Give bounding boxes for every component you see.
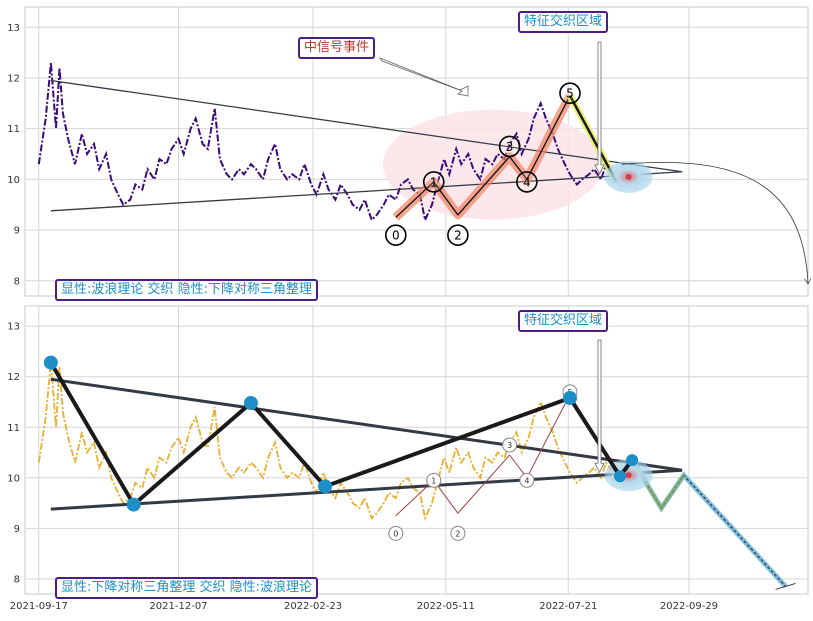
target-dot-icon [625,173,632,180]
wave-point-icon [498,135,521,158]
wave-point-icon [450,525,466,541]
forecast-curve [621,161,808,283]
region-arrow-icon [594,339,605,474]
y-tick-label: 13 [7,23,20,34]
triangle-lower-line [50,468,683,511]
y-tick-label: 8 [14,276,20,287]
wave5-leg [568,95,618,183]
wave-label: 5 [566,87,574,101]
wave-label: 2 [455,529,460,538]
y-tick-label: 9 [14,226,20,237]
plot-area [24,305,809,595]
region-arrow-icon [594,41,605,175]
pivot-marker-icon [614,470,627,483]
y-tick-label: 9 [14,524,20,535]
x-tick-label: 2022-02-23 [284,601,342,612]
wave-label: 0 [393,529,398,538]
wave-point-icon [447,224,469,246]
wave-point-icon [422,171,445,193]
y-tick-label: 13 [7,322,20,333]
forecast-end-tick [775,582,796,590]
feature-region-label-top: 特征交织区域 [518,11,609,33]
y-tick-label: 12 [7,372,20,383]
x-tick-label: 2022-05-11 [417,601,475,612]
y-tick-label: 8 [14,574,20,585]
feature-region-label-bottom: 特征交织区域 [518,310,609,332]
y-tick-label: 10 [7,175,20,186]
wave-point-icon [559,82,581,104]
price-line [37,62,614,224]
y-tick-label: 12 [7,73,20,84]
bottom-panel-pattern-label: 显性:下降对称三角整理 交织 隐性:波浪理论 [55,577,319,599]
x-tick-label: 2022-09-29 [660,601,718,612]
wave-point-icon [388,525,404,541]
signal-arrow-icon [378,57,469,97]
signal-event-label: 中信号事件 [298,37,376,59]
triangle-upper-line [50,377,683,472]
pivot-marker-icon [562,390,577,405]
wave-label: 1 [430,175,438,189]
wave-point-icon [426,472,442,488]
wave-line [395,95,571,218]
pivot-marker-icon [318,479,333,494]
wave-label: 3 [507,441,512,450]
x-tick-label: 2021-09-17 [10,601,68,612]
pivot-marker-icon [43,355,58,370]
wave-label: 3 [506,140,514,154]
pivot-marker-icon [126,497,141,512]
wave-point-icon [385,224,407,246]
y-tick-label: 11 [7,423,20,434]
y-tick-label: 10 [7,473,20,484]
pivot-marker-icon [626,454,639,467]
wave-label: 4 [524,476,529,485]
wave-point-icon [519,472,535,488]
pivot-marker-icon [243,396,258,411]
wave-point-icon [516,171,538,193]
wave-label: 2 [454,229,462,243]
triangle-lower-line [50,171,683,212]
y-tick-label: 11 [7,124,20,135]
wave-point-icon [502,437,518,453]
target-dot-icon [625,472,632,479]
wave-label: 1 [431,476,436,485]
wave-label: 4 [523,175,531,189]
triangle-upper-line [50,79,683,173]
wave-line [395,394,571,517]
wave-label: 0 [392,229,400,243]
top-panel-pattern-label: 显性:波浪理论 交织 隐性:下降对称三角整理 [55,279,319,301]
x-tick-label: 2021-12-07 [149,601,207,612]
x-tick-label: 2022-07-21 [539,601,597,612]
